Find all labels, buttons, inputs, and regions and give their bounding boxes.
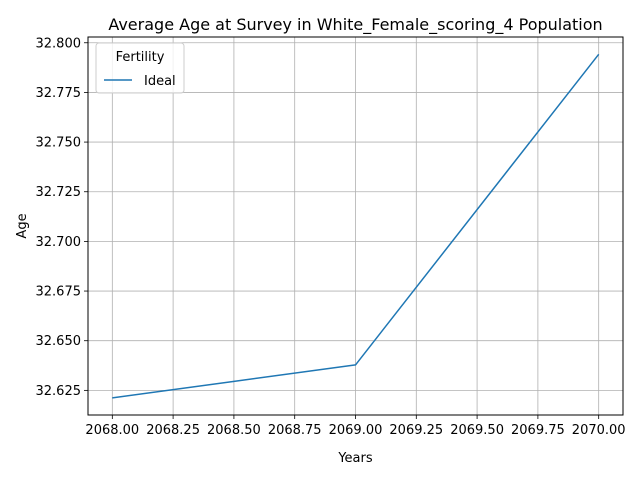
- y-axis-title: Age: [15, 213, 30, 238]
- x-tick-label: 2069.25: [389, 423, 443, 438]
- x-tick-label: 2068.00: [85, 423, 139, 438]
- y-tick-label: 32.800: [36, 36, 82, 51]
- y-axis: 32.625 32.650 32.675 32.700 32.725 32.750 32.7…: [36, 36, 88, 399]
- legend-label-ideal: Ideal: [144, 74, 176, 89]
- x-tick-label: 2069.50: [450, 423, 504, 438]
- chart-title: Average Age at Survey in White_Female_sc…: [108, 15, 602, 35]
- x-tick-label: 2069.75: [511, 423, 565, 438]
- y-tick-label: 32.650: [36, 334, 82, 349]
- series-line-ideal: [112, 53, 600, 399]
- x-tick-label: 2068.75: [268, 423, 322, 438]
- grid-lines: [88, 37, 623, 415]
- legend: Fertility Ideal: [95, 42, 185, 94]
- x-tick-label: 2069.00: [329, 423, 383, 438]
- y-tick-label: 32.675: [36, 285, 82, 300]
- y-tick-label: 32.750: [36, 136, 82, 151]
- x-axis-title: Years: [337, 451, 373, 466]
- x-axis: 2068.00 2068.25 2068.50 2068.75 2069.00 2069.…: [85, 415, 626, 438]
- legend-title: Fertility: [116, 50, 165, 65]
- x-tick-label: 2068.25: [146, 423, 200, 438]
- y-tick-label: 32.625: [36, 384, 82, 399]
- x-tick-label: 2068.50: [207, 423, 261, 438]
- y-tick-label: 32.700: [36, 235, 82, 250]
- y-tick-label: 32.725: [36, 185, 82, 200]
- x-tick-label: 2070.00: [572, 423, 626, 438]
- y-tick-label: 32.775: [36, 86, 82, 101]
- series-layer: [112, 53, 600, 399]
